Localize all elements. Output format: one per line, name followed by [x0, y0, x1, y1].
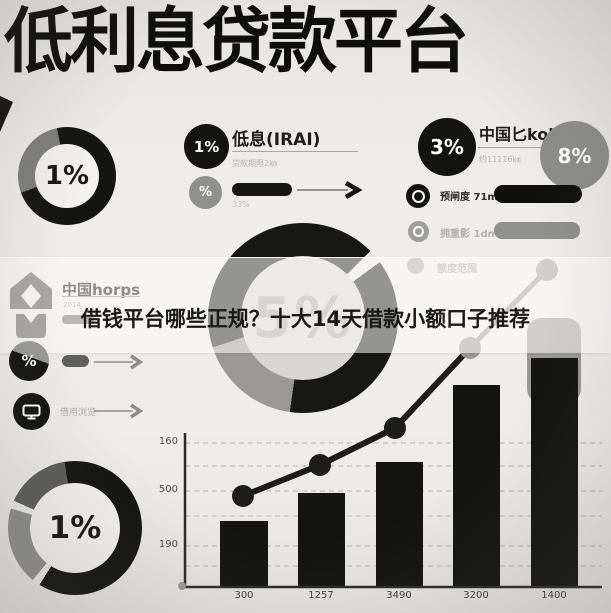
bar-caption: 33% — [232, 200, 250, 209]
arrow-right-icon — [297, 181, 363, 199]
donut-gauge-top-left: 1% — [18, 127, 116, 225]
ring-glyph — [413, 226, 424, 237]
overlay-caption: 借钱平台哪些正规？十大14天借款小额口子推荐 — [80, 307, 531, 331]
percent-badge: 3% — [418, 118, 476, 176]
percent-badge: 1% — [184, 124, 229, 169]
page-title: 低利息贷款平台 — [4, 1, 469, 83]
monitor-glyph — [22, 404, 41, 419]
brand-subtext: 2014 — [63, 301, 81, 309]
arrow-right-icon — [94, 403, 144, 419]
donut-gauge-bottom-left: 1% — [8, 461, 142, 595]
progress-pill — [494, 185, 582, 203]
x-tick-label: 300 — [234, 590, 254, 601]
ring-icon — [408, 221, 429, 242]
row-label: 借用浏览 — [60, 408, 97, 418]
x-tick-label: 3490 — [386, 590, 412, 601]
divider — [478, 147, 562, 148]
donut-value: 1% — [35, 144, 99, 208]
x-tick-label: 1400 — [541, 590, 567, 601]
divider — [232, 151, 358, 152]
arrow-right-icon — [94, 354, 144, 370]
percent-badge: 8% — [540, 121, 609, 190]
clock-icon — [406, 184, 430, 208]
brand-name: 中国horps — [62, 281, 141, 299]
y-tick-label: 160 — [158, 436, 178, 447]
row-label: 预闸度 71mm — [440, 192, 509, 203]
row-label: 拥重影 1dm — [440, 229, 499, 240]
section-subtext: 贷款期限2㎞ — [232, 159, 278, 168]
percent-badge: % — [9, 341, 49, 381]
x-tick-label: 1257 — [308, 590, 334, 601]
progress-pill — [232, 183, 292, 196]
progress-pill — [62, 315, 94, 324]
divider — [62, 296, 140, 297]
section-heading: 低息(IRAI) — [232, 130, 321, 150]
monitor-icon — [13, 393, 50, 430]
progress-pill — [494, 222, 580, 239]
progress-pill — [62, 355, 89, 367]
section-heading: 中国匕koḷ) — [479, 125, 562, 144]
y-tick-label: 190 — [158, 539, 178, 550]
overlay-band — [0, 257, 611, 353]
x-tick-label: 3200 — [463, 590, 489, 601]
section-subtext: 约11116㎞ — [479, 155, 521, 164]
percent-badge: % — [189, 176, 222, 209]
y-tick-label: 500 — [158, 484, 178, 495]
donut-value: 1% — [30, 483, 120, 573]
ring-glyph — [411, 189, 425, 203]
house-icon — [10, 272, 52, 338]
